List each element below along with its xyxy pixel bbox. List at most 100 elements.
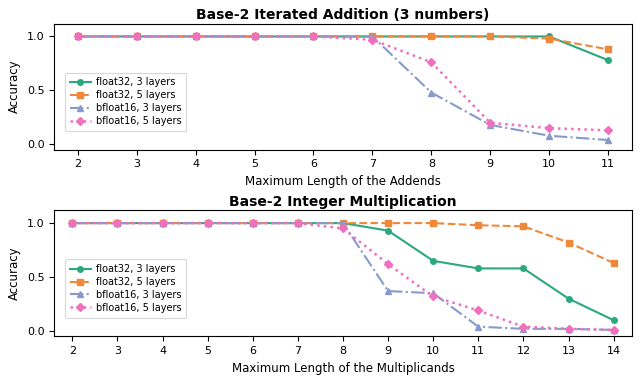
- float32, 3 layers: [310, 34, 317, 39]
- float32, 3 layers: [429, 259, 437, 263]
- bfloat16, 5 layers: [249, 221, 257, 225]
- X-axis label: Maximum Length of the Addends: Maximum Length of the Addends: [245, 175, 441, 188]
- bfloat16, 3 layers: [339, 221, 347, 225]
- float32, 5 layers: [74, 34, 82, 39]
- X-axis label: Maximum Length of the Multiplicands: Maximum Length of the Multiplicands: [232, 362, 454, 375]
- bfloat16, 5 layers: [294, 221, 301, 225]
- Line: float32, 5 layers: float32, 5 layers: [75, 34, 611, 52]
- bfloat16, 5 layers: [133, 34, 141, 39]
- float32, 3 layers: [384, 228, 392, 233]
- bfloat16, 3 layers: [113, 221, 121, 225]
- bfloat16, 3 layers: [520, 327, 527, 331]
- Title: Base-2 Iterated Addition (3 numbers): Base-2 Iterated Addition (3 numbers): [196, 8, 490, 22]
- float32, 3 layers: [68, 221, 76, 225]
- float32, 5 layers: [369, 34, 376, 39]
- bfloat16, 3 layers: [610, 327, 618, 332]
- Legend: float32, 3 layers, float32, 5 layers, bfloat16, 3 layers, bfloat16, 5 layers: float32, 3 layers, float32, 5 layers, bf…: [65, 72, 186, 131]
- float32, 5 layers: [294, 221, 301, 225]
- bfloat16, 5 layers: [520, 324, 527, 329]
- float32, 3 layers: [545, 34, 553, 39]
- float32, 5 layers: [428, 34, 435, 39]
- float32, 3 layers: [564, 296, 572, 301]
- Line: float32, 3 layers: float32, 3 layers: [75, 34, 611, 63]
- Line: bfloat16, 5 layers: bfloat16, 5 layers: [75, 34, 611, 133]
- float32, 5 layers: [310, 34, 317, 39]
- bfloat16, 5 layers: [384, 262, 392, 267]
- bfloat16, 5 layers: [204, 221, 211, 225]
- bfloat16, 5 layers: [474, 308, 482, 313]
- float32, 3 layers: [249, 221, 257, 225]
- bfloat16, 3 layers: [159, 221, 166, 225]
- float32, 5 layers: [604, 47, 612, 52]
- Line: bfloat16, 3 layers: bfloat16, 3 layers: [70, 220, 616, 333]
- float32, 5 layers: [564, 240, 572, 245]
- float32, 5 layers: [251, 34, 259, 39]
- float32, 3 layers: [486, 34, 494, 39]
- Line: bfloat16, 3 layers: bfloat16, 3 layers: [75, 34, 611, 143]
- bfloat16, 5 layers: [369, 38, 376, 42]
- bfloat16, 3 layers: [133, 34, 141, 39]
- bfloat16, 3 layers: [486, 123, 494, 127]
- bfloat16, 5 layers: [486, 121, 494, 125]
- bfloat16, 5 layers: [545, 126, 553, 131]
- bfloat16, 5 layers: [74, 34, 82, 39]
- float32, 5 layers: [429, 221, 437, 225]
- bfloat16, 3 layers: [604, 138, 612, 142]
- bfloat16, 5 layers: [564, 327, 572, 331]
- float32, 5 layers: [545, 36, 553, 41]
- bfloat16, 5 layers: [428, 60, 435, 65]
- float32, 3 layers: [133, 34, 141, 39]
- float32, 3 layers: [369, 34, 376, 39]
- float32, 5 layers: [610, 261, 618, 265]
- bfloat16, 3 layers: [310, 34, 317, 39]
- Y-axis label: Accuracy: Accuracy: [8, 60, 21, 113]
- bfloat16, 3 layers: [384, 289, 392, 293]
- float32, 5 layers: [68, 221, 76, 225]
- Line: float32, 3 layers: float32, 3 layers: [70, 220, 616, 323]
- float32, 3 layers: [251, 34, 259, 39]
- float32, 3 layers: [192, 34, 200, 39]
- bfloat16, 5 layers: [113, 221, 121, 225]
- float32, 3 layers: [339, 221, 347, 225]
- float32, 5 layers: [249, 221, 257, 225]
- bfloat16, 5 layers: [68, 221, 76, 225]
- float32, 3 layers: [610, 318, 618, 322]
- bfloat16, 5 layers: [610, 327, 618, 332]
- float32, 3 layers: [74, 34, 82, 39]
- Line: bfloat16, 5 layers: bfloat16, 5 layers: [70, 220, 616, 333]
- Title: Base-2 Integer Multiplication: Base-2 Integer Multiplication: [229, 195, 457, 209]
- Y-axis label: Accuracy: Accuracy: [8, 246, 21, 300]
- bfloat16, 5 layers: [192, 34, 200, 39]
- bfloat16, 5 layers: [604, 128, 612, 133]
- bfloat16, 3 layers: [429, 291, 437, 296]
- bfloat16, 5 layers: [251, 34, 259, 39]
- bfloat16, 3 layers: [204, 221, 211, 225]
- float32, 5 layers: [486, 34, 494, 39]
- float32, 3 layers: [294, 221, 301, 225]
- bfloat16, 3 layers: [68, 221, 76, 225]
- float32, 3 layers: [159, 221, 166, 225]
- bfloat16, 3 layers: [369, 34, 376, 39]
- float32, 5 layers: [133, 34, 141, 39]
- float32, 5 layers: [339, 221, 347, 225]
- bfloat16, 3 layers: [428, 90, 435, 95]
- float32, 5 layers: [384, 221, 392, 225]
- float32, 5 layers: [113, 221, 121, 225]
- bfloat16, 3 layers: [192, 34, 200, 39]
- bfloat16, 5 layers: [339, 226, 347, 231]
- bfloat16, 5 layers: [429, 294, 437, 299]
- bfloat16, 3 layers: [294, 221, 301, 225]
- float32, 3 layers: [474, 266, 482, 271]
- bfloat16, 3 layers: [564, 327, 572, 331]
- bfloat16, 3 layers: [74, 34, 82, 39]
- bfloat16, 5 layers: [310, 34, 317, 39]
- float32, 5 layers: [159, 221, 166, 225]
- float32, 3 layers: [113, 221, 121, 225]
- float32, 5 layers: [192, 34, 200, 39]
- bfloat16, 3 layers: [251, 34, 259, 39]
- bfloat16, 3 layers: [545, 133, 553, 138]
- float32, 3 layers: [204, 221, 211, 225]
- float32, 5 layers: [520, 224, 527, 229]
- float32, 5 layers: [474, 223, 482, 228]
- float32, 3 layers: [520, 266, 527, 271]
